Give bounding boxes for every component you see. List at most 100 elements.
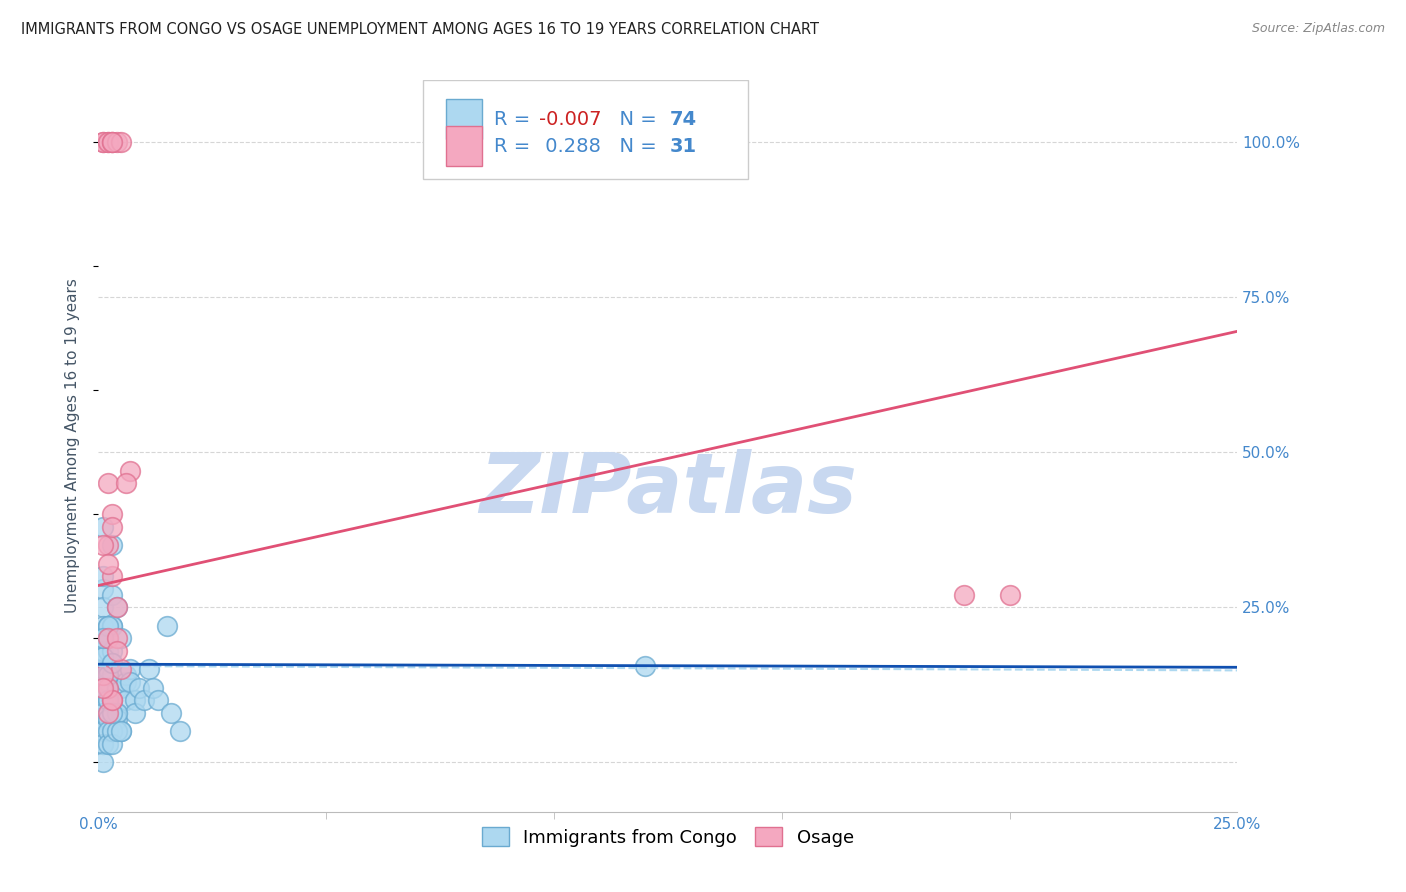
Point	[120, 662, 142, 676]
Point	[105, 706, 128, 720]
FancyBboxPatch shape	[446, 127, 482, 166]
Point	[91, 569, 114, 583]
Point	[96, 631, 118, 645]
Point	[114, 693, 136, 707]
Point	[91, 135, 114, 149]
Point	[110, 681, 132, 695]
Legend: Immigrants from Congo, Osage: Immigrants from Congo, Osage	[475, 820, 860, 854]
Point	[160, 706, 183, 720]
Point	[91, 681, 114, 695]
Point	[101, 706, 124, 720]
Text: 31: 31	[671, 136, 697, 155]
Point	[110, 724, 132, 739]
Text: ZIPatlas: ZIPatlas	[479, 450, 856, 531]
Point	[91, 693, 114, 707]
Point	[96, 538, 118, 552]
Point	[91, 724, 114, 739]
Point	[105, 600, 128, 615]
Point	[96, 619, 118, 633]
Point	[91, 538, 114, 552]
Point	[96, 706, 118, 720]
Point	[114, 476, 136, 491]
Text: Source: ZipAtlas.com: Source: ZipAtlas.com	[1251, 22, 1385, 36]
Point	[634, 659, 657, 673]
Y-axis label: Unemployment Among Ages 16 to 19 years: Unemployment Among Ages 16 to 19 years	[65, 278, 80, 614]
Point	[105, 712, 128, 726]
Point	[101, 619, 124, 633]
Point	[105, 135, 128, 149]
Point	[96, 557, 118, 571]
Point	[101, 724, 124, 739]
Point	[142, 681, 165, 695]
Point	[91, 681, 114, 695]
Point	[101, 135, 124, 149]
Point	[96, 662, 118, 676]
Point	[96, 662, 118, 676]
Point	[101, 519, 124, 533]
Point	[128, 681, 150, 695]
Point	[91, 737, 114, 751]
Point	[101, 619, 124, 633]
Point	[96, 693, 118, 707]
Point	[120, 464, 142, 478]
Point	[114, 668, 136, 682]
Text: IMMIGRANTS FROM CONGO VS OSAGE UNEMPLOYMENT AMONG AGES 16 TO 19 YEARS CORRELATIO: IMMIGRANTS FROM CONGO VS OSAGE UNEMPLOYM…	[21, 22, 820, 37]
Point	[91, 724, 114, 739]
Text: -0.007: -0.007	[538, 110, 602, 128]
Point	[169, 724, 191, 739]
Point	[96, 737, 118, 751]
Point	[96, 681, 118, 695]
Point	[110, 631, 132, 645]
Point	[96, 135, 118, 149]
Point	[91, 135, 114, 149]
Point	[96, 631, 118, 645]
Point	[101, 668, 124, 682]
Point	[101, 693, 124, 707]
Point	[124, 706, 146, 720]
Point	[91, 668, 114, 682]
Point	[105, 706, 128, 720]
Point	[91, 737, 114, 751]
Point	[105, 631, 128, 645]
Point	[105, 600, 128, 615]
Point	[114, 674, 136, 689]
Point	[96, 668, 118, 682]
Point	[105, 706, 128, 720]
Point	[110, 724, 132, 739]
Point	[132, 693, 155, 707]
Point	[96, 135, 118, 149]
Point	[91, 712, 114, 726]
Point	[96, 619, 118, 633]
Text: N =: N =	[607, 136, 664, 155]
Point	[953, 588, 976, 602]
FancyBboxPatch shape	[446, 99, 482, 139]
Point	[156, 619, 179, 633]
Point	[998, 588, 1021, 602]
Point	[91, 631, 114, 645]
Point	[124, 693, 146, 707]
Text: 0.288: 0.288	[538, 136, 600, 155]
Point	[101, 643, 124, 657]
Point	[96, 712, 118, 726]
Point	[91, 706, 114, 720]
Point	[101, 507, 124, 521]
Point	[105, 724, 128, 739]
Point	[91, 643, 114, 657]
Point	[91, 519, 114, 533]
Point	[91, 619, 114, 633]
Text: N =: N =	[607, 110, 664, 128]
Point	[101, 135, 124, 149]
Point	[96, 476, 118, 491]
Point	[96, 712, 118, 726]
Text: R =: R =	[494, 136, 536, 155]
Point	[110, 662, 132, 676]
Point	[101, 693, 124, 707]
Point	[96, 674, 118, 689]
Point	[91, 755, 114, 769]
Point	[105, 681, 128, 695]
Point	[96, 693, 118, 707]
Point	[101, 656, 124, 670]
Point	[91, 649, 114, 664]
Point	[91, 600, 114, 615]
Point	[120, 674, 142, 689]
